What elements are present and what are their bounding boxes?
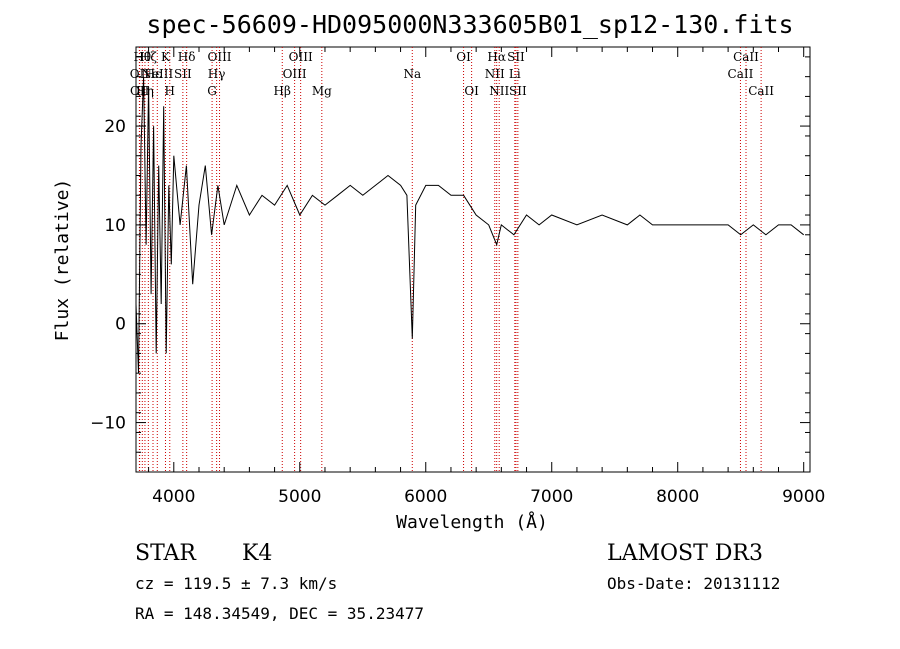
line-marker-label: Hη bbox=[136, 84, 154, 98]
line-marker-label: SII bbox=[174, 67, 192, 81]
cz-text: cz = 119.5 ± 7.3 km/s bbox=[135, 574, 337, 593]
line-marker-label: NII bbox=[489, 84, 509, 98]
line-marker-label: OII bbox=[130, 84, 150, 98]
line-marker-label: Hβ bbox=[274, 84, 291, 98]
line-marker-label: OIII bbox=[289, 50, 313, 64]
line-marker-label: Mg bbox=[312, 84, 332, 98]
x-tick-label: 8000 bbox=[656, 487, 699, 507]
x-axis-ticks: 4000 5000 6000 7000 8000 9000 bbox=[148, 47, 825, 507]
line-marker-label: Hζ bbox=[140, 50, 157, 64]
subclass-label: K4 bbox=[242, 541, 272, 566]
y-tick-label: 20 bbox=[104, 117, 126, 137]
x-tick-label: 7000 bbox=[530, 487, 573, 507]
line-marker-label: SII bbox=[507, 50, 525, 64]
line-marker-label: CaII bbox=[733, 50, 759, 64]
footer-info: STAR K4 cz = 119.5 ± 7.3 km/s RA = 148.3… bbox=[135, 541, 780, 623]
radec-text: RA = 148.34549, DEC = 35.23477 bbox=[135, 604, 424, 623]
line-marker-label: Hε bbox=[145, 67, 162, 81]
y-axis-ticks: −10 0 10 20 bbox=[90, 56, 810, 473]
spectrum-line bbox=[135, 76, 805, 374]
line-marker-label: CaII bbox=[728, 67, 754, 81]
line-marker-label: Li bbox=[509, 67, 521, 81]
class-label: STAR bbox=[135, 541, 197, 566]
line-marker-label: OIII bbox=[207, 50, 231, 64]
line-marker-label: Hθ bbox=[133, 50, 151, 64]
line-marker-label: K bbox=[161, 50, 171, 64]
x-tick-label: 9000 bbox=[782, 487, 825, 507]
chart-title: spec-56609-HD095000N333605B01_sp12-130.f… bbox=[146, 10, 793, 39]
line-marker-label: G bbox=[207, 84, 217, 98]
line-marker-label: Hδ bbox=[178, 50, 196, 64]
line-marker-label: NII bbox=[485, 67, 505, 81]
y-axis-label: Flux (relative) bbox=[52, 179, 73, 342]
line-marker-label: NeIII bbox=[141, 67, 173, 81]
x-tick-label: 5000 bbox=[278, 487, 321, 507]
x-axis-label: Wavelength (Å) bbox=[396, 511, 548, 533]
line-marker-label: CaII bbox=[748, 84, 774, 98]
plot-frame bbox=[135, 46, 811, 473]
x-tick-label: 4000 bbox=[152, 487, 195, 507]
line-marker-label: OI bbox=[456, 50, 471, 64]
obs-date-text: Obs-Date: 20131112 bbox=[607, 574, 780, 593]
y-tick-label: 0 bbox=[115, 315, 126, 335]
line-marker-label: Na bbox=[403, 67, 421, 81]
line-markers bbox=[138, 47, 762, 472]
line-marker-label: Hα bbox=[487, 50, 506, 64]
y-tick-label: 10 bbox=[104, 216, 126, 236]
y-tick-label: −10 bbox=[90, 414, 126, 434]
line-marker-label: SII bbox=[509, 84, 527, 98]
line-marker-label: OII bbox=[130, 67, 150, 81]
line-marker-label: OI bbox=[464, 84, 479, 98]
line-marker-label: H bbox=[165, 84, 175, 98]
survey-label: LAMOST DR3 bbox=[607, 541, 763, 566]
line-marker-label: OIII bbox=[283, 67, 307, 81]
x-tick-label: 6000 bbox=[404, 487, 447, 507]
line-marker-label: Hγ bbox=[208, 67, 226, 81]
